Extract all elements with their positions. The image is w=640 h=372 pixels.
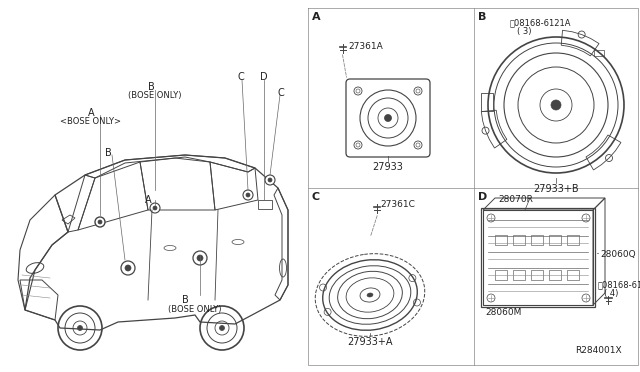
Text: (BOSE ONLY): (BOSE ONLY)	[168, 305, 221, 314]
Text: A: A	[312, 12, 321, 22]
Circle shape	[385, 115, 392, 122]
Text: ( 3): ( 3)	[517, 27, 531, 36]
Text: <BOSE ONLY>: <BOSE ONLY>	[60, 117, 121, 126]
Circle shape	[98, 220, 102, 224]
Ellipse shape	[367, 293, 373, 297]
Text: 27361A: 27361A	[348, 42, 383, 51]
Text: B: B	[182, 295, 188, 305]
Circle shape	[268, 178, 272, 182]
Bar	[531, 235, 543, 245]
Text: D: D	[260, 72, 268, 82]
Bar	[594, 50, 604, 56]
Circle shape	[125, 265, 131, 271]
Text: Ⓢ08168-6121A: Ⓢ08168-6121A	[598, 280, 640, 289]
Circle shape	[193, 251, 207, 265]
Circle shape	[153, 206, 157, 210]
Text: D: D	[478, 192, 487, 202]
Text: 28060Q: 28060Q	[600, 250, 636, 259]
Text: C: C	[238, 72, 244, 82]
Text: B: B	[105, 148, 112, 158]
Text: R284001X: R284001X	[575, 346, 621, 355]
Bar	[483, 210, 593, 305]
Circle shape	[197, 255, 203, 261]
Bar	[258, 200, 272, 209]
Text: Ⓢ08168-6121A: Ⓢ08168-6121A	[510, 18, 572, 27]
Text: 27933: 27933	[372, 162, 403, 172]
Bar	[549, 270, 561, 280]
Bar	[567, 235, 579, 245]
Text: B: B	[148, 82, 155, 92]
Bar	[531, 270, 543, 280]
Text: 28070R: 28070R	[498, 195, 533, 204]
Bar	[495, 270, 507, 280]
Circle shape	[265, 175, 275, 185]
Text: A: A	[145, 195, 151, 205]
Text: 27933+A: 27933+A	[348, 337, 393, 347]
Bar	[513, 235, 525, 245]
Text: C: C	[278, 88, 285, 98]
Bar	[495, 235, 507, 245]
Bar	[481, 208, 595, 307]
Text: 27933+B: 27933+B	[533, 184, 579, 194]
Circle shape	[243, 190, 253, 200]
Bar	[481, 93, 493, 111]
Text: 28060M: 28060M	[485, 308, 522, 317]
Bar	[513, 270, 525, 280]
Circle shape	[246, 193, 250, 197]
Text: C: C	[312, 192, 320, 202]
Circle shape	[121, 261, 135, 275]
Text: A: A	[88, 108, 95, 118]
Bar	[567, 270, 579, 280]
Text: ( 4): ( 4)	[604, 289, 618, 298]
Text: 27361C: 27361C	[380, 200, 415, 209]
Circle shape	[551, 100, 561, 110]
Circle shape	[95, 217, 105, 227]
Bar	[549, 235, 561, 245]
Text: B: B	[478, 12, 486, 22]
Text: (BOSE ONLY): (BOSE ONLY)	[128, 91, 182, 100]
Circle shape	[77, 326, 83, 330]
Circle shape	[150, 203, 160, 213]
Circle shape	[220, 326, 225, 330]
